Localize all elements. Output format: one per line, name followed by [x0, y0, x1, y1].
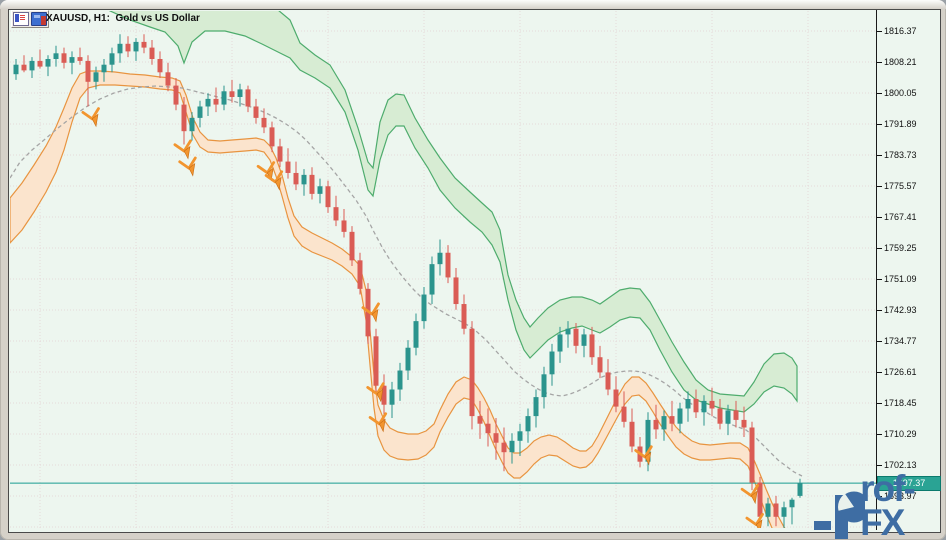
chart-client-area[interactable] [8, 9, 941, 533]
report-table-icon[interactable] [13, 12, 29, 26]
axis-tick [877, 124, 882, 125]
axis-tick [877, 341, 882, 342]
axis-label: 1816.37 [884, 26, 917, 36]
window-frame-top [0, 0, 946, 9]
axis-label: 1710.29 [884, 429, 917, 439]
axis-tick [877, 62, 882, 63]
axis-label: 1791.89 [884, 119, 917, 129]
axis-tick [877, 496, 882, 497]
axis-tick [877, 248, 882, 249]
axis-tick [877, 403, 882, 404]
axis-tick [877, 155, 882, 156]
axis-tick [877, 310, 882, 311]
axis-tick [877, 465, 882, 466]
axis-tick [877, 31, 882, 32]
axis-label: 1808.21 [884, 57, 917, 67]
chart-toolbar-icons[interactable] [11, 10, 49, 28]
prof-fx-logo-icon [814, 491, 866, 539]
axis-label: 1702.13 [884, 460, 917, 470]
axis-tick [877, 93, 882, 94]
axis-label: 1742.93 [884, 305, 917, 315]
axis-label: 1800.05 [884, 88, 917, 98]
axis-label: 1693.97 [884, 491, 917, 501]
axis-label: 1751.09 [884, 274, 917, 284]
axis-tick [877, 279, 882, 280]
axis-label: 1718.45 [884, 398, 917, 408]
brand-watermark: rof-FX [812, 470, 946, 540]
axis-label: 1783.73 [884, 150, 917, 160]
current-price-tag: 1697.37 [877, 476, 941, 491]
axis-label: 1734.77 [884, 336, 917, 346]
price-axis-line [876, 10, 877, 530]
axis-label: 1759.25 [884, 243, 917, 253]
chart-indicator-icon[interactable] [31, 12, 47, 26]
axis-tick [877, 372, 882, 373]
axis-label: 1726.61 [884, 367, 917, 377]
axis-tick [877, 217, 882, 218]
axis-tick [877, 434, 882, 435]
axis-label: 1767.41 [884, 212, 917, 222]
watermark-text: rof-FX [860, 467, 916, 540]
chart-title: XAUUSD, H1: Gold vs US Dollar [46, 13, 200, 24]
axis-tick [877, 186, 882, 187]
axis-label: 1775.57 [884, 181, 917, 191]
